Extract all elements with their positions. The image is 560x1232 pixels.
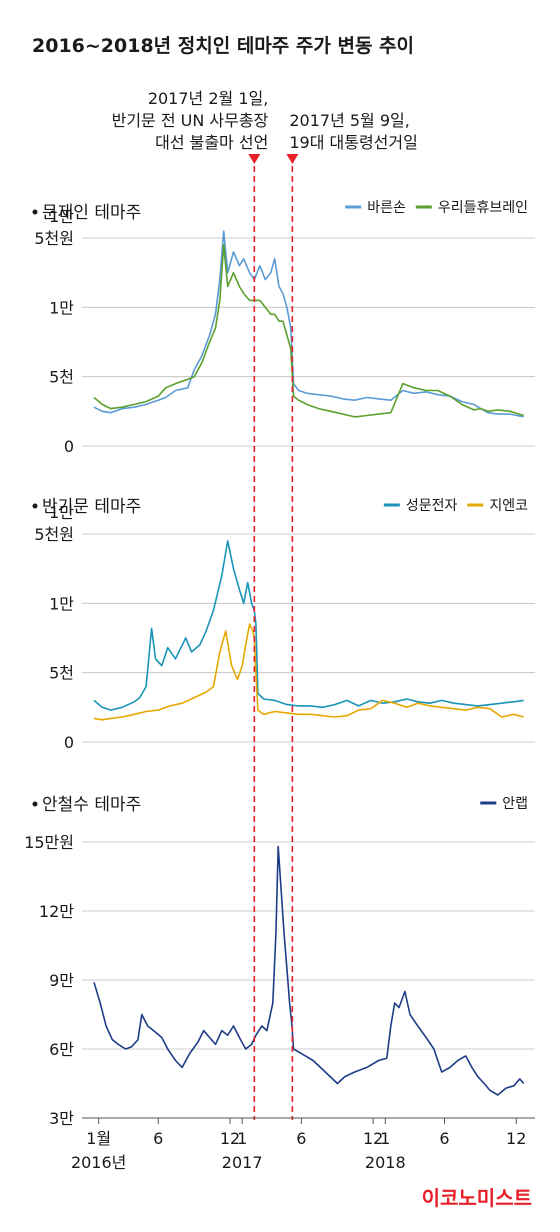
- x-tick-label: 1: [237, 1129, 247, 1148]
- annotation-line: 2017년 5월 9일,: [289, 111, 410, 130]
- y-tick-label: 5천: [49, 368, 74, 387]
- legend-label: 성문전자: [406, 498, 458, 514]
- y-tick-label-line: 3만: [49, 1109, 74, 1128]
- y-tick-label: 0: [64, 733, 74, 752]
- x-tick-label: 6: [439, 1129, 449, 1148]
- y-tick-label-line: 5천원: [34, 525, 74, 544]
- y-tick-label: 1만: [49, 298, 74, 317]
- y-tick-label-line: 12만: [39, 902, 74, 921]
- y-tick-label-line: 6만: [49, 1040, 74, 1059]
- series-line: [93, 623, 524, 721]
- event-lines: [248, 154, 299, 1120]
- panel-title: 안철수 테마주: [42, 795, 141, 815]
- y-tick-label-line: 5천: [49, 368, 74, 387]
- y-tick-label-line: 1만: [49, 207, 74, 226]
- x-tick-label: 1월: [86, 1129, 111, 1148]
- chart-title: 2016~2018년 정치인 테마주 주가 변동 추이: [32, 35, 414, 57]
- y-tick-label: 12만: [39, 902, 74, 921]
- annotation-line: 19대 대통령선거일: [289, 133, 418, 152]
- annotation-line: 2017년 2월 1일,: [148, 89, 269, 108]
- x-tick-label: 12: [220, 1129, 240, 1148]
- y-tick-label-line: 5천: [49, 664, 74, 683]
- y-tick-label: 1만: [49, 594, 74, 613]
- x-tick-sublabel: 2017: [222, 1153, 263, 1172]
- y-tick-label-line: 0: [64, 437, 74, 456]
- y-tick-label: 9만: [49, 971, 74, 990]
- series-line: [93, 845, 525, 1096]
- x-tick-label: 1: [380, 1129, 390, 1148]
- bullet-dot: [32, 209, 38, 215]
- y-tick-label-line: 9만: [49, 971, 74, 990]
- panel-3: 안철수 테마주 3만 6만 9만 12만 15만원 안랩: [24, 795, 535, 1128]
- y-tick-label: 6만: [49, 1040, 74, 1059]
- x-tick-label: 12: [506, 1129, 526, 1148]
- x-tick-sublabel: 2018: [365, 1153, 406, 1172]
- legend-label: 바른손: [367, 200, 406, 216]
- y-tick-label-line: 5천원: [34, 229, 74, 248]
- y-tick-label: 1만 5천원: [34, 503, 74, 544]
- brand-logo: 이코노미스트: [422, 1186, 532, 1210]
- x-tick-label: 6: [296, 1129, 306, 1148]
- bullet-dot: [32, 801, 38, 807]
- series-line: [93, 540, 524, 711]
- legend-label: 우리들휴브레인: [438, 200, 528, 216]
- bullet-dot: [32, 503, 38, 509]
- y-tick-label: 0: [64, 437, 74, 456]
- y-tick-label: 1만 5천원: [34, 207, 74, 248]
- x-tick-label: 6: [153, 1129, 163, 1148]
- event-marker-triangle: [248, 154, 261, 164]
- x-tick-label: 12: [363, 1129, 383, 1148]
- y-tick-label-line: 0: [64, 733, 74, 752]
- y-tick-label-line: 1만: [49, 503, 74, 522]
- annotation-line: 대선 불출마 선언: [155, 133, 268, 152]
- x-tick-sublabel: 2016년: [71, 1153, 126, 1172]
- y-tick-label-line: 1만: [49, 298, 74, 317]
- y-tick-label-line: 15만원: [24, 833, 74, 852]
- annotation-line: 반기문 전 UN 사무총장: [112, 111, 269, 130]
- event-marker-triangle: [286, 154, 299, 164]
- y-tick-label: 15만원: [24, 833, 74, 852]
- panel-title: 문재인 테마주: [42, 203, 141, 223]
- y-tick-label: 5천: [49, 664, 74, 683]
- series-line: [93, 244, 524, 418]
- y-tick-label: 3만: [49, 1109, 74, 1128]
- legend-label: 지엔코: [489, 498, 528, 514]
- y-tick-label-line: 1만: [49, 594, 74, 613]
- series-line: [93, 230, 524, 418]
- panel-title: 반기문 테마주: [42, 497, 141, 517]
- legend-label: 안랩: [502, 796, 528, 812]
